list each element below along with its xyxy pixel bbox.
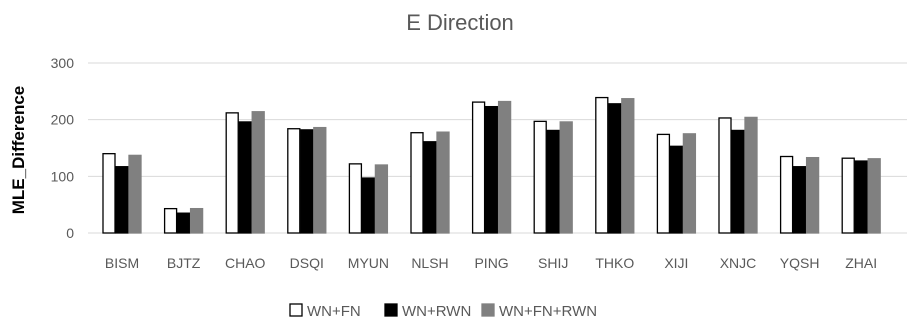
bar-wn-fn-nlsh (410, 132, 424, 234)
bar-wn-fn-ping (471, 101, 486, 234)
category-label: BISM (105, 255, 139, 271)
legend: WN+FN WN+RWN WN+FN+RWN (289, 303, 597, 320)
bar-wn-rwn-bjtz (176, 212, 191, 234)
y-axis-label: MLE_Difference (9, 86, 28, 214)
category-label: ZHAI (845, 255, 877, 271)
y-tick-label: 200 (51, 112, 75, 128)
bar-wn-fn-rwn-xiji (682, 133, 697, 234)
bar-wn-fn-myun (348, 163, 363, 234)
y-tick-label: 300 (51, 55, 75, 71)
bar-wn-fn-chao (225, 112, 239, 234)
bar-wn-fn-rwn-bism (128, 154, 142, 234)
bar-wn-rwn-chao (238, 121, 252, 234)
legend-label: WN+FN (307, 303, 361, 320)
bar-wn-fn-shij (533, 120, 547, 234)
legend-swatch (289, 303, 303, 317)
bar-wn-fn-rwn-bjtz (189, 207, 204, 234)
bar-wn-fn-bism (102, 153, 116, 234)
bar-wn-fn-rwn-chao (251, 111, 265, 234)
bar-wn-fn-bjtz (163, 207, 178, 234)
category-label: MYUN (348, 255, 389, 271)
legend-label: WN+FN+RWN (499, 303, 597, 320)
legend-label: WN+RWN (402, 303, 471, 320)
bar-wn-rwn-yqsh (792, 166, 807, 234)
category-label: XIJI (664, 255, 688, 271)
category-label: NLSH (411, 255, 448, 271)
bar-wn-fn-xnjc (718, 117, 732, 234)
bar-wn-fn-rwn-nlsh (436, 131, 450, 234)
bar-wn-rwn-zhai (854, 160, 868, 234)
bar-wn-fn-rwn-zhai (867, 158, 881, 234)
bar-wn-rwn-myun (361, 177, 376, 234)
bar-wn-fn-zhai (841, 157, 855, 234)
category-label: DSQI (290, 255, 324, 271)
bar-wn-rwn-xiji (669, 145, 684, 234)
category-label: YQSH (780, 255, 820, 271)
bar-wn-rwn-dsqi (300, 129, 314, 234)
bar-wn-fn-dsqi (287, 128, 301, 234)
bar-wn-fn-xiji (656, 133, 671, 234)
bar-wn-fn-rwn-dsqi (313, 126, 327, 234)
y-tick-labels: 0 100 200 300 (51, 55, 75, 241)
y-tick-label: 100 (51, 168, 75, 184)
bar-wn-fn-rwn-xnjc (744, 116, 758, 234)
bar-wn-rwn-shij (546, 129, 560, 234)
category-label: XNJC (720, 255, 757, 271)
legend-swatch (384, 303, 398, 317)
category-label: BJTZ (167, 255, 201, 271)
category-label: PING (474, 255, 508, 271)
chart-title: E Direction (406, 10, 514, 35)
bar-wn-rwn-ping (484, 105, 499, 234)
bar-wn-rwn-nlsh (423, 141, 437, 234)
category-label: SHIJ (538, 255, 568, 271)
y-tick-label: 0 (66, 225, 74, 241)
category-label: CHAO (225, 255, 266, 271)
bar-wn-fn-yqsh (779, 155, 794, 234)
bar-wn-fn-rwn-ping (497, 100, 512, 234)
bar-wn-fn-thko (595, 96, 609, 234)
bar-wn-rwn-bism (115, 166, 129, 234)
bars (102, 96, 881, 234)
category-label: THKO (595, 255, 634, 271)
bar-wn-fn-rwn-thko (621, 98, 635, 234)
category-labels: BISM BJTZ CHAO DSQI MYUN NLSH PING SHIJ THKO XIJI… (105, 255, 877, 271)
bar-wn-fn-rwn-shij (559, 121, 573, 234)
bar-wn-fn-rwn-myun (374, 164, 389, 234)
bar-wn-fn-rwn-yqsh (805, 156, 820, 234)
legend-swatch (481, 303, 495, 317)
bar-wn-rwn-xnjc (731, 129, 745, 234)
bar-wn-rwn-thko (608, 103, 622, 234)
